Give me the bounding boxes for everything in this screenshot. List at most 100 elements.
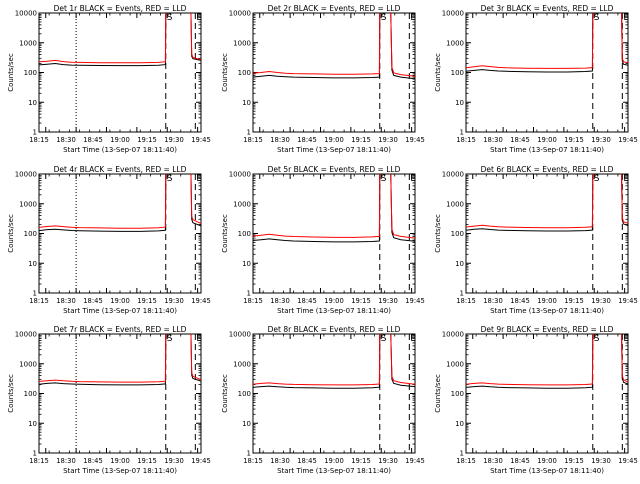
x-tick-label: 19:15 bbox=[137, 297, 157, 305]
x-tick-label: 19:00 bbox=[537, 457, 557, 465]
x-tick-label: 19:00 bbox=[110, 297, 130, 305]
series-line-lld bbox=[253, 13, 415, 77]
x-tick-label: 19:30 bbox=[378, 297, 398, 305]
x-tick-label: 19:30 bbox=[164, 136, 184, 144]
x-tick-label: 18:30 bbox=[270, 297, 290, 305]
annotation-e: E bbox=[410, 174, 416, 184]
x-tick-label: 18:30 bbox=[483, 457, 503, 465]
y-tick-label: 10 bbox=[455, 420, 464, 428]
x-axis-label: Start Time (13-Sep-07 18:11:40) bbox=[490, 146, 604, 154]
y-tick-label: 1000 bbox=[19, 360, 37, 368]
x-tick-label: 18:15 bbox=[456, 297, 476, 305]
x-axis-label: Start Time (13-Sep-07 18:11:40) bbox=[490, 307, 604, 315]
x-tick-label: 19:15 bbox=[564, 297, 584, 305]
series-line-events bbox=[39, 334, 201, 386]
x-tick-label: 18:45 bbox=[83, 297, 103, 305]
x-tick-label: 18:15 bbox=[243, 457, 263, 465]
annotation-e: E bbox=[196, 334, 202, 344]
plot-frame bbox=[38, 173, 202, 294]
panel-title: Det 9r BLACK = Events, RED = LLD bbox=[481, 325, 614, 334]
annotation-e: E bbox=[623, 13, 629, 23]
x-tick-label: 18:30 bbox=[56, 136, 76, 144]
y-tick-label: 1000 bbox=[233, 360, 251, 368]
x-tick-label: 19:45 bbox=[191, 457, 211, 465]
y-tick-label: 10000 bbox=[442, 331, 464, 339]
y-tick-label: 1 bbox=[247, 290, 251, 298]
x-axis-label: Start Time (13-Sep-07 18:11:40) bbox=[63, 467, 177, 475]
y-axis-label: Counts/sec bbox=[221, 53, 229, 92]
y-axis-label: Counts/sec bbox=[434, 374, 442, 413]
panel-title: Det 5r BLACK = Events, RED = LLD bbox=[268, 165, 401, 174]
annotation-s: S bbox=[594, 174, 600, 184]
annotation-e: E bbox=[196, 174, 202, 184]
annotation-s: S bbox=[594, 334, 600, 344]
x-tick-label: 19:00 bbox=[324, 136, 344, 144]
panel-title: Det 8r BLACK = Events, RED = LLD bbox=[268, 325, 401, 334]
y-axis-label: Counts/sec bbox=[7, 374, 15, 413]
annotation-e: E bbox=[623, 334, 629, 344]
series-line-lld bbox=[39, 334, 201, 383]
y-tick-label: 10000 bbox=[15, 331, 37, 339]
series-line-events bbox=[39, 13, 201, 67]
x-tick-label: 18:45 bbox=[297, 457, 317, 465]
y-tick-label: 10000 bbox=[442, 10, 464, 18]
x-tick-label: 18:15 bbox=[243, 297, 263, 305]
x-tick-label: 19:30 bbox=[378, 136, 398, 144]
x-tick-label: 18:15 bbox=[456, 457, 476, 465]
x-axis-label: Start Time (13-Sep-07 18:11:40) bbox=[277, 146, 391, 154]
x-tick-label: 19:00 bbox=[110, 136, 130, 144]
y-tick-label: 10 bbox=[455, 260, 464, 268]
x-axis-label: Start Time (13-Sep-07 18:11:40) bbox=[63, 307, 177, 315]
panel-title: Det 7r BLACK = Events, RED = LLD bbox=[54, 325, 187, 334]
annotation-s: S bbox=[381, 174, 387, 184]
series-line-events bbox=[253, 334, 415, 389]
x-tick-label: 18:15 bbox=[243, 136, 263, 144]
x-tick-label: 19:30 bbox=[378, 457, 398, 465]
detector-panel-5: Det 5r BLACK = Events, RED = LLD Counts/s… bbox=[221, 165, 425, 315]
annotation-e: E bbox=[410, 13, 416, 23]
x-tick-label: 19:45 bbox=[405, 297, 425, 305]
x-tick-label: 19:30 bbox=[591, 457, 611, 465]
y-axis-label: Counts/sec bbox=[434, 214, 442, 253]
detector-panel-6: Det 6r BLACK = Events, RED = LLD Counts/s… bbox=[434, 165, 638, 315]
x-tick-label: 19:15 bbox=[564, 136, 584, 144]
detector-panel-3: Det 3r BLACK = Events, RED = LLD Counts/s… bbox=[434, 4, 638, 154]
x-axis-label: Start Time (13-Sep-07 18:11:40) bbox=[63, 146, 177, 154]
x-tick-label: 19:15 bbox=[351, 457, 371, 465]
plot-frame bbox=[38, 333, 202, 454]
x-tick-label: 18:45 bbox=[510, 136, 530, 144]
y-tick-label: 1000 bbox=[233, 39, 251, 47]
annotation-e: E bbox=[410, 334, 416, 344]
x-tick-label: 19:30 bbox=[591, 136, 611, 144]
x-tick-label: 19:00 bbox=[537, 136, 557, 144]
x-tick-label: 19:30 bbox=[591, 297, 611, 305]
x-tick-label: 18:30 bbox=[483, 136, 503, 144]
y-tick-label: 100 bbox=[238, 390, 251, 398]
annotation-s: S bbox=[167, 174, 173, 184]
panel-title: Det 1r BLACK = Events, RED = LLD bbox=[54, 4, 187, 13]
y-tick-label: 1000 bbox=[19, 200, 37, 208]
plot-frame bbox=[465, 333, 629, 454]
y-axis-label: Counts/sec bbox=[221, 214, 229, 253]
x-tick-label: 19:00 bbox=[110, 457, 130, 465]
x-tick-label: 19:30 bbox=[164, 457, 184, 465]
x-tick-label: 18:30 bbox=[56, 297, 76, 305]
x-axis-label: Start Time (13-Sep-07 18:11:40) bbox=[277, 307, 391, 315]
plot-frame bbox=[465, 12, 629, 133]
detector-panel-8: Det 8r BLACK = Events, RED = LLD Counts/s… bbox=[221, 325, 425, 475]
x-tick-label: 18:45 bbox=[510, 297, 530, 305]
x-tick-label: 19:45 bbox=[405, 457, 425, 465]
annotation-s: S bbox=[167, 13, 173, 23]
x-tick-label: 19:30 bbox=[164, 297, 184, 305]
y-tick-label: 100 bbox=[238, 69, 251, 77]
detector-panel-4: Det 4r BLACK = Events, RED = LLD Counts/s… bbox=[7, 165, 211, 315]
series-line-lld bbox=[39, 174, 201, 229]
plot-frame bbox=[252, 333, 416, 454]
y-tick-label: 10 bbox=[242, 99, 251, 107]
y-axis-label: Counts/sec bbox=[7, 53, 15, 92]
y-tick-label: 1 bbox=[460, 129, 464, 137]
y-tick-label: 1000 bbox=[446, 39, 464, 47]
y-tick-label: 10000 bbox=[229, 10, 251, 18]
